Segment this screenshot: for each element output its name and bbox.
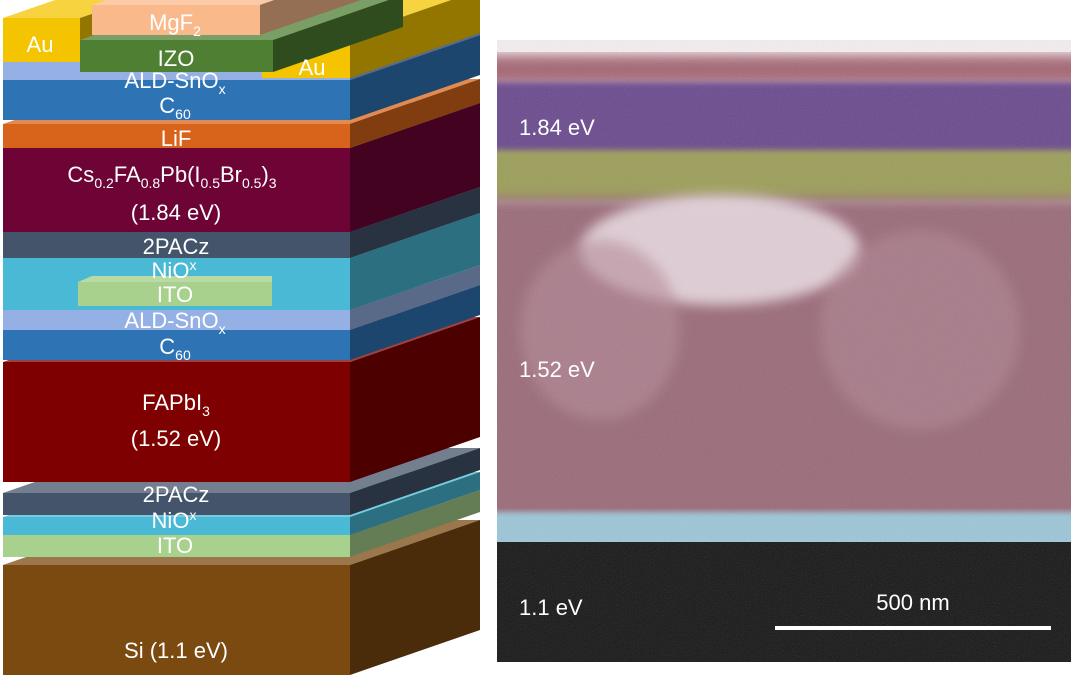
label-izo: IZO	[158, 46, 195, 71]
layer-au-right-side-face	[350, 0, 480, 78]
layer-ito-bottom-front-face	[3, 535, 350, 557]
sem-cross-section-image: 1.84 eV 1.52 eV 1.1 eV 500 nm	[497, 40, 1071, 662]
label-2pacz-bottom: 2PACz	[143, 482, 210, 507]
label-perovskite-top-bandgap: (1.84 eV)	[131, 200, 222, 225]
layer-c60-mid-side-face	[350, 285, 480, 360]
layer-perovskite-top-front-face	[3, 148, 350, 232]
layer-lif-front-face	[3, 124, 350, 148]
label-2pacz-mid: 2PACz	[143, 234, 210, 259]
label-ito-bottom: ITO	[157, 533, 193, 558]
layer-ito-mid-top-face	[78, 276, 272, 282]
layer-fapbi3-front-face	[3, 362, 350, 482]
label-ald-snox-top: ALD-SnOx	[124, 68, 225, 97]
label-mgf2: MgF2	[149, 10, 201, 39]
label-niox-bottom: NiOx	[152, 507, 197, 533]
layer-ito-mid-front-face	[78, 282, 272, 306]
layer-c60-top-front-face	[3, 80, 350, 120]
label-ald-snox-mid: ALD-SnOx	[124, 308, 225, 337]
scale-bar-label: 500 nm	[876, 590, 949, 615]
label-fapbi3: FAPbI3	[142, 390, 210, 419]
layer-niox-mid-side-face	[350, 213, 480, 310]
label-au-left: Au	[27, 32, 54, 57]
layer-ald-snox-mid-front-face	[3, 310, 350, 330]
layer-mgf2-side-face	[260, 0, 362, 35]
label-si: Si (1.1 eV)	[124, 638, 228, 663]
layer-mgf2-front-face	[92, 5, 260, 35]
layer-lif-side-face	[350, 79, 480, 148]
layer-2pacz-bottom-side-face	[350, 448, 480, 515]
layer-izo-front-face	[80, 40, 273, 72]
label-niox-mid: NiOx	[152, 257, 197, 283]
stack-labels: MgF2 Au Au IZO ALD-SnOx C60 LiF Cs0.2FA0…	[27, 10, 326, 663]
layer-ald-snox-mid-side-face	[350, 265, 480, 330]
label-lif: LiF	[161, 126, 192, 151]
sem-label-1-84ev: 1.84 eV	[519, 115, 595, 140]
layer-2pacz-mid-front-face	[3, 232, 350, 258]
layer-2pacz-bottom-front-face	[3, 493, 350, 515]
layer-niox-bottom-front-face	[3, 517, 350, 535]
sem-label-1-1ev: 1.1 eV	[519, 595, 583, 620]
label-perovskite-top-formula: Cs0.2FA0.8Pb(I0.5Br0.5)3	[67, 162, 276, 191]
label-c60-mid: C60	[159, 334, 191, 363]
layer-niox-bottom-side-face	[350, 472, 480, 535]
layer-au-left-front-face	[3, 18, 80, 62]
layer-ito-bottom-side-face	[350, 490, 480, 557]
label-au-right: Au	[299, 55, 326, 80]
layer-si-side-face	[350, 520, 480, 675]
label-ito-mid: ITO	[157, 282, 193, 307]
sem-label-1-52ev: 1.52 eV	[519, 357, 595, 382]
layer-fapbi3-side-face	[350, 317, 480, 482]
layer-2pacz-mid-side-face	[350, 187, 480, 258]
layer-mgf2-top-face	[92, 0, 275, 5]
device-stack-diagram	[3, 0, 480, 675]
label-c60-top: C60	[159, 93, 191, 122]
scale-bar	[775, 626, 1051, 630]
layer-perovskite-top-side-face	[350, 103, 480, 232]
layer-c60-mid-front-face	[3, 330, 350, 360]
label-fapbi3-bandgap: (1.52 eV)	[131, 426, 222, 451]
layer-si-front-face	[3, 565, 350, 675]
layer-c60-top-side-face	[350, 35, 480, 120]
layer-izo-side-face	[273, 0, 403, 72]
